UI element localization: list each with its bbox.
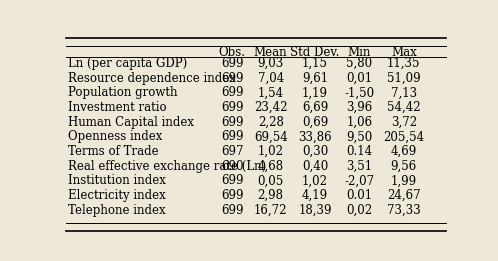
Text: Min: Min <box>348 45 371 58</box>
Text: 0.01: 0.01 <box>347 189 373 202</box>
Text: 0,40: 0,40 <box>302 160 328 173</box>
Text: -1,50: -1,50 <box>345 86 374 99</box>
Text: 18,39: 18,39 <box>298 204 332 217</box>
Text: Institution index: Institution index <box>68 174 166 187</box>
Text: 11,35: 11,35 <box>387 57 421 70</box>
Text: 0,02: 0,02 <box>347 204 373 217</box>
Text: 690: 690 <box>221 160 244 173</box>
Text: Investment ratio: Investment ratio <box>68 101 167 114</box>
Text: 4,69: 4,69 <box>391 145 417 158</box>
Text: 205,54: 205,54 <box>383 130 424 143</box>
Text: 7,04: 7,04 <box>257 72 284 85</box>
Text: 9,03: 9,03 <box>257 57 284 70</box>
Text: Telephone index: Telephone index <box>68 204 166 217</box>
Text: 1,02: 1,02 <box>302 174 328 187</box>
Text: Openness index: Openness index <box>68 130 162 143</box>
Text: 0,69: 0,69 <box>302 116 328 129</box>
Text: 0.14: 0.14 <box>347 145 373 158</box>
Text: 9,61: 9,61 <box>302 72 328 85</box>
Text: 73,33: 73,33 <box>387 204 421 217</box>
Text: 4,19: 4,19 <box>302 189 328 202</box>
Text: 4,68: 4,68 <box>257 160 284 173</box>
Text: 0,30: 0,30 <box>302 145 328 158</box>
Text: 699: 699 <box>221 72 244 85</box>
Text: 9,56: 9,56 <box>391 160 417 173</box>
Text: 2,98: 2,98 <box>257 189 284 202</box>
Text: Population growth: Population growth <box>68 86 178 99</box>
Text: 1,02: 1,02 <box>257 145 284 158</box>
Text: 0,05: 0,05 <box>257 174 284 187</box>
Text: 1,06: 1,06 <box>347 116 373 129</box>
Text: 23,42: 23,42 <box>254 101 287 114</box>
Text: 7,13: 7,13 <box>391 86 417 99</box>
Text: Mean: Mean <box>254 45 287 58</box>
Text: Ln (per capita GDP): Ln (per capita GDP) <box>68 57 187 70</box>
Text: 699: 699 <box>221 116 244 129</box>
Text: 0,01: 0,01 <box>347 72 373 85</box>
Text: Resource dependence index: Resource dependence index <box>68 72 236 85</box>
Text: 9,50: 9,50 <box>346 130 373 143</box>
Text: 3,51: 3,51 <box>347 160 373 173</box>
Text: Max: Max <box>391 45 417 58</box>
Text: Real effective exchange rate (Ln): Real effective exchange rate (Ln) <box>68 160 266 173</box>
Text: Electricity index: Electricity index <box>68 189 166 202</box>
Text: 1,19: 1,19 <box>302 86 328 99</box>
Text: 1,99: 1,99 <box>391 174 417 187</box>
Text: 5,80: 5,80 <box>347 57 373 70</box>
Text: 699: 699 <box>221 189 244 202</box>
Text: 699: 699 <box>221 86 244 99</box>
Text: 54,42: 54,42 <box>387 101 421 114</box>
Text: Obs.: Obs. <box>219 45 246 58</box>
Text: Human Capital index: Human Capital index <box>68 116 194 129</box>
Text: 24,67: 24,67 <box>387 189 421 202</box>
Text: 1,54: 1,54 <box>257 86 284 99</box>
Text: -2,07: -2,07 <box>345 174 374 187</box>
Text: Terms of Trade: Terms of Trade <box>68 145 159 158</box>
Text: 2,28: 2,28 <box>258 116 283 129</box>
Text: 699: 699 <box>221 204 244 217</box>
Text: 6,69: 6,69 <box>302 101 328 114</box>
Text: 699: 699 <box>221 130 244 143</box>
Text: 3,72: 3,72 <box>391 116 417 129</box>
Text: 699: 699 <box>221 57 244 70</box>
Text: 699: 699 <box>221 101 244 114</box>
Text: 33,86: 33,86 <box>298 130 332 143</box>
Text: Std Dev.: Std Dev. <box>290 45 340 58</box>
Text: 699: 699 <box>221 174 244 187</box>
Text: 51,09: 51,09 <box>387 72 421 85</box>
Text: 1,15: 1,15 <box>302 57 328 70</box>
Text: 697: 697 <box>221 145 244 158</box>
Text: 69,54: 69,54 <box>254 130 287 143</box>
Text: 16,72: 16,72 <box>254 204 287 217</box>
Text: 3,96: 3,96 <box>346 101 373 114</box>
